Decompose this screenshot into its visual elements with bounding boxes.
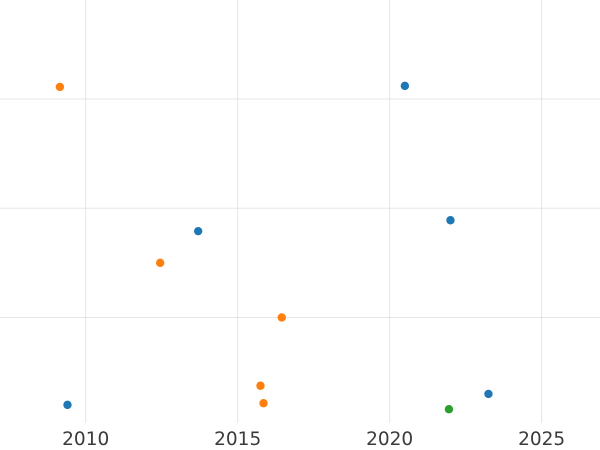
x-tick-label: 2010	[62, 429, 109, 450]
data-point-orange	[256, 381, 265, 390]
data-point-blue	[63, 400, 72, 410]
data-point-blue	[446, 216, 455, 225]
data-point-green	[444, 405, 454, 414]
data-point-orange	[277, 313, 286, 322]
data-point-orange	[259, 399, 268, 408]
data-points	[55, 81, 493, 414]
data-point-blue	[484, 389, 493, 399]
gridlines	[0, 0, 600, 423]
x-tick-label: 2020	[366, 429, 413, 450]
data-point-blue	[400, 81, 410, 91]
x-tick-label: 2015	[214, 429, 261, 450]
data-point-orange	[155, 258, 165, 268]
data-point-orange	[55, 82, 65, 92]
x-axis-tick-labels: 2010 2015 2020 2025	[62, 429, 565, 450]
x-tick-label: 2025	[518, 429, 565, 450]
data-point-blue	[193, 226, 203, 236]
